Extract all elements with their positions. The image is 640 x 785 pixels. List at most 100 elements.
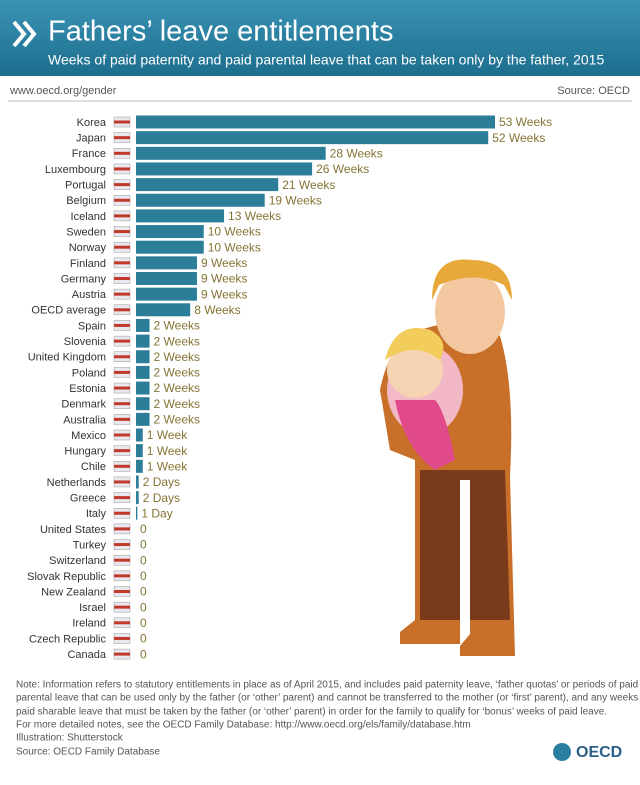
bar [136,381,150,395]
url: www.oecd.org/gender [9,85,117,97]
value-label: 9 Weeks [201,287,247,301]
value-label: 2 Weeks [154,413,200,427]
note-line: Note: Information refers to statutory en… [16,680,638,691]
value-label: 0 [140,632,147,646]
flag-stripe [114,183,130,187]
value-label: 52 Weeks [492,131,545,145]
flag-stripe [114,339,130,343]
value-label: 9 Weeks [201,256,247,270]
flag-stripe [114,574,130,578]
category-label: OECD average [31,305,106,317]
category-label: Canada [67,649,106,661]
value-label: 0 [140,569,147,583]
category-label: Iceland [71,211,106,223]
value-label: 2 Weeks [154,334,200,348]
header-band [0,0,640,76]
category-label: Austria [72,289,107,301]
category-label: Czech Republic [29,633,107,645]
value-label: 0 [140,616,147,630]
flag-stripe [114,543,130,547]
category-label: Italy [86,508,107,520]
value-label: 10 Weeks [208,225,261,239]
flag-stripe [114,652,130,656]
footer: Note: Information refers to statutory en… [16,680,640,758]
illustration [380,259,515,656]
bar [136,131,489,145]
value-label: 19 Weeks [269,193,322,207]
flag-stripe [114,417,130,421]
bar [136,506,138,520]
note-line: Illustration: Shutterstock [16,733,124,744]
bar [136,272,197,285]
source-top: Source: OECD [557,85,630,97]
flag-stripe [114,402,130,406]
category-label: Turkey [73,539,107,551]
flag-stripe [114,261,130,265]
category-label: Norway [69,242,107,254]
bar [136,178,279,192]
flag-stripe [114,214,130,218]
note-line: paid sharable leave that must be taken b… [16,707,607,718]
category-label: Slovak Republic [27,571,106,583]
note-line: For more detailed notes, see the OECD Fa… [16,720,471,731]
bar [136,115,495,129]
title: Fathers’ leave entitlements [48,16,393,48]
value-label: 2 Weeks [154,381,200,395]
category-label: United States [40,524,107,536]
flag-stripe [114,558,130,562]
bar [136,397,150,411]
bar [136,475,139,489]
flag-stripe [114,151,130,155]
category-label: Mexico [71,430,106,442]
category-label: Slovenia [64,336,107,348]
flag-stripe [114,433,130,437]
category-label: Germany [61,273,107,285]
flag-stripe [114,605,130,609]
value-label: 1 Day [141,506,172,520]
value-label: 2 Weeks [154,319,200,333]
bar [136,444,143,458]
flag-stripe [114,245,130,249]
category-label: Japan [76,133,106,145]
category-label: Belgium [66,195,106,207]
category-label: France [72,148,106,160]
value-label: 0 [140,647,147,661]
header-icon [12,20,37,48]
category-label: Chile [81,461,106,473]
value-label: 1 Week [147,428,188,442]
value-label: 1 Week [147,459,188,473]
bar [136,350,150,364]
value-label: 0 [140,600,147,614]
category-label: Australia [63,414,107,426]
flag-stripe [114,370,130,374]
logo: OECD [576,744,622,761]
flag-stripe [114,198,130,202]
value-label: 2 Weeks [154,366,200,380]
bar [136,256,197,270]
value-label: 28 Weeks [330,146,383,160]
category-label: Denmark [61,399,106,411]
flag-stripe [114,308,130,312]
note-line: Source: OECD Family Database [16,747,160,758]
category-label: Sweden [66,226,106,238]
bar [136,412,150,426]
category-label: Portugal [65,180,106,192]
flag-stripe [114,167,130,171]
category-label: Luxembourg [45,164,106,176]
flag-stripe [114,323,130,327]
flag-stripe [114,449,130,453]
flag-stripe [114,527,130,531]
bar [136,318,150,332]
flag-stripe [114,136,130,140]
value-label: 21 Weeks [282,178,335,192]
value-label: 0 [140,522,147,536]
flag-stripe [114,496,130,500]
value-label: 2 Days [143,491,180,505]
category-label: Switzerland [49,555,106,567]
value-label: 2 Weeks [154,350,200,364]
value-label: 26 Weeks [316,162,369,176]
flag-stripe [114,386,130,390]
category-label: Greece [70,493,106,505]
